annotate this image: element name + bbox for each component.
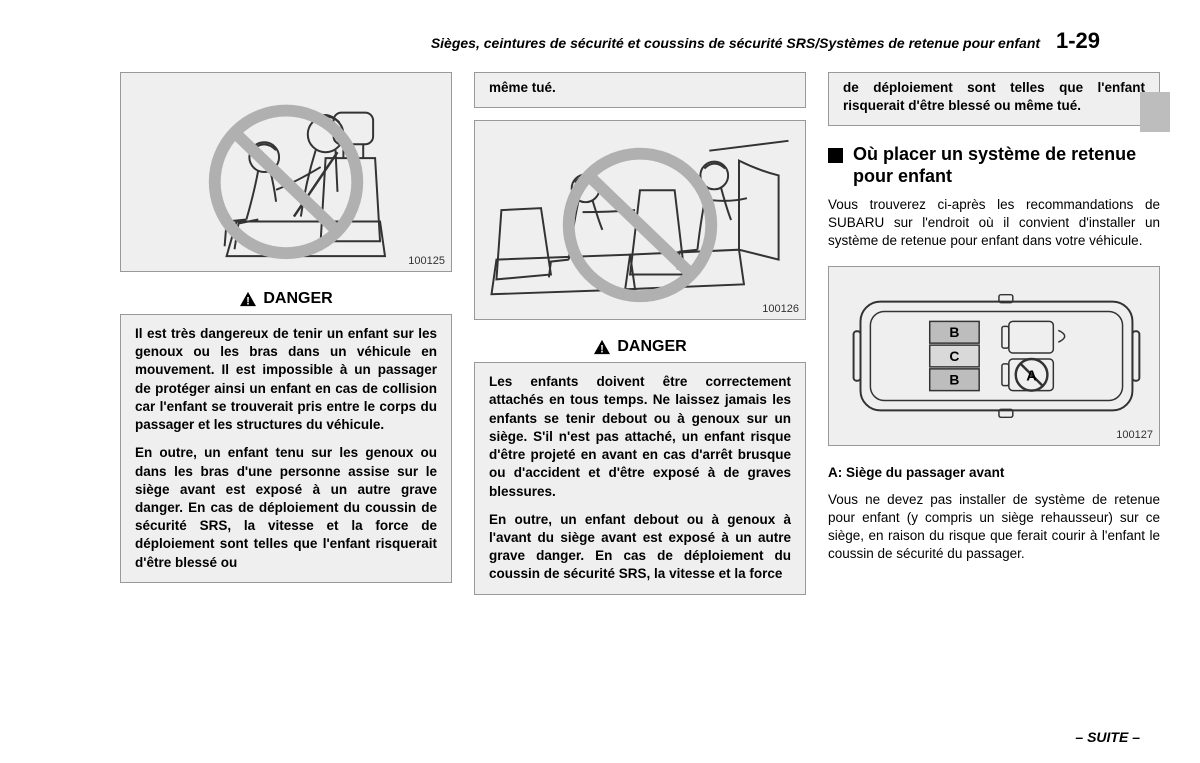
body-text: Vous trouverez ci-après les recommandati… bbox=[828, 196, 1160, 251]
breadcrumb: Sièges, ceintures de sécurité et coussin… bbox=[431, 35, 1040, 51]
page-header: Sièges, ceintures de sécurité et coussin… bbox=[120, 28, 1160, 54]
danger-label: DANGER bbox=[263, 290, 332, 308]
warning-icon: ! bbox=[593, 339, 611, 355]
continuation-footer: – SUITE – bbox=[1075, 729, 1140, 745]
danger-heading: ! DANGER bbox=[120, 284, 452, 314]
svg-text:!: ! bbox=[247, 295, 251, 307]
seat-a-section: A: Siège du passager avant Vous ne devez… bbox=[828, 458, 1160, 571]
column-2: même tué. bbox=[474, 72, 806, 712]
intro-paragraph: Vous trouverez ci-après les recommandati… bbox=[828, 196, 1160, 259]
illustration-id: 100125 bbox=[408, 255, 445, 267]
column-1: 100125 ! DANGER Il est très dangereux de… bbox=[120, 72, 452, 712]
illustration-id: 100126 bbox=[762, 303, 799, 315]
body-text: Vous ne devez pas installer de système d… bbox=[828, 491, 1160, 564]
content-columns: 100125 ! DANGER Il est très dangereux de… bbox=[120, 72, 1160, 712]
danger-text: de déploiement sont telles que l'enfant … bbox=[843, 80, 1145, 113]
section-heading: Où placer un système de retenue pour enf… bbox=[828, 144, 1160, 187]
danger-heading: ! DANGER bbox=[474, 332, 806, 362]
warning-icon: ! bbox=[239, 291, 257, 307]
column-3: de déploiement sont telles que l'enfant … bbox=[828, 72, 1160, 712]
manual-page: Sièges, ceintures de sécurité et coussin… bbox=[0, 0, 1200, 763]
seat-label-A: A bbox=[1026, 369, 1037, 385]
illustration-kneeling-children: 100126 bbox=[474, 120, 806, 320]
seat-label-B: B bbox=[949, 372, 959, 388]
page-number: 1-29 bbox=[1056, 28, 1100, 53]
danger-fragment-top: de déploiement sont telles que l'enfant … bbox=[828, 72, 1160, 126]
seat-label-C: C bbox=[949, 348, 959, 364]
thumb-tab bbox=[1140, 92, 1170, 132]
illustration-id: 100127 bbox=[1116, 429, 1153, 441]
illustration-seat-positions: B C B A 100127 bbox=[828, 266, 1160, 446]
seat-label-B: B bbox=[949, 324, 959, 340]
danger-label: DANGER bbox=[617, 338, 686, 356]
heading-text: Où placer un système de retenue pour enf… bbox=[853, 144, 1160, 187]
illustration-lap-child: 100125 bbox=[120, 72, 452, 272]
danger-text: Il est très dangereux de tenir un enfant… bbox=[135, 325, 437, 434]
danger-text: En outre, un enfant debout ou à genoux à… bbox=[489, 511, 791, 584]
danger-fragment-top: même tué. bbox=[474, 72, 806, 108]
danger-text: Les enfants doivent être correctement at… bbox=[489, 373, 791, 501]
danger-text: même tué. bbox=[489, 80, 556, 95]
square-bullet-icon bbox=[828, 148, 843, 163]
danger-box-2: Les enfants doivent être correctement at… bbox=[474, 362, 806, 594]
danger-text: En outre, un enfant tenu sur les genoux … bbox=[135, 444, 437, 572]
danger-box-1: Il est très dangereux de tenir un enfant… bbox=[120, 314, 452, 583]
svg-text:!: ! bbox=[601, 344, 605, 356]
sub-heading: A: Siège du passager avant bbox=[828, 464, 1160, 482]
